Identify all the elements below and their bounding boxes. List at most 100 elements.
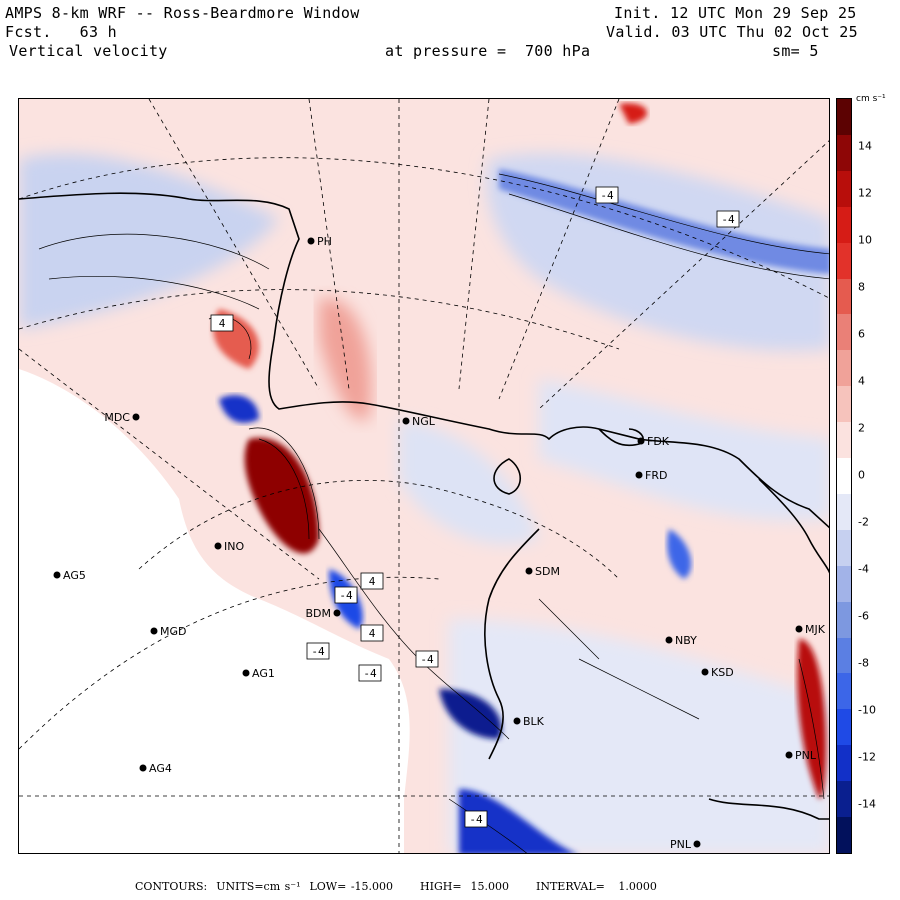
colorbar-swatch bbox=[837, 709, 851, 746]
colorbar-tick-label: -12 bbox=[858, 750, 876, 764]
colorbar-tick-label: 2 bbox=[858, 421, 865, 435]
station-marker bbox=[139, 764, 147, 772]
station-label: AG5 bbox=[63, 569, 86, 582]
station-marker bbox=[525, 567, 533, 575]
colorbar-tick-label: 14 bbox=[858, 139, 872, 153]
station-label: AG1 bbox=[252, 667, 275, 680]
station-marker bbox=[785, 751, 793, 759]
station-nby[interactable]: NBY bbox=[665, 634, 698, 647]
map-panel[interactable]: -4 -4 -4 -4 4 -4 -4 -4 4 4 PH MDC NGL FDK FRD INO AG5 SD… bbox=[18, 98, 830, 854]
station-ag1[interactable]: AG1 bbox=[242, 667, 275, 680]
station-marker bbox=[333, 609, 341, 617]
station-ino[interactable]: INO bbox=[214, 540, 245, 553]
station-label: BDM bbox=[305, 607, 331, 620]
contour-label: 4 bbox=[219, 317, 226, 330]
colorbar-tick-label: 10 bbox=[858, 233, 872, 247]
colorbar-swatch bbox=[837, 673, 851, 710]
contour-label: 4 bbox=[369, 627, 376, 640]
station-marker bbox=[132, 413, 140, 421]
station-mgd[interactable]: MGD bbox=[150, 625, 187, 638]
colorbar-tick-label: -2 bbox=[858, 515, 869, 529]
station-label: FRD bbox=[645, 469, 667, 482]
colorbar-tick-label: 12 bbox=[858, 186, 872, 200]
positive-region bbox=[319, 298, 372, 421]
station-marker bbox=[693, 840, 701, 848]
station-ag5[interactable]: AG5 bbox=[53, 569, 86, 582]
negative-region bbox=[399, 419, 539, 545]
graticule bbox=[19, 99, 829, 853]
contour-label: -4 bbox=[721, 213, 735, 226]
contour-label: -4 bbox=[339, 589, 353, 602]
station-marker bbox=[701, 668, 709, 676]
contour-label: -4 bbox=[363, 667, 377, 680]
station-marker bbox=[637, 437, 645, 445]
coastline bbox=[19, 192, 829, 820]
station-label: NGL bbox=[412, 415, 436, 428]
station-sdm[interactable]: SDM bbox=[525, 565, 560, 578]
colorbar-swatch bbox=[837, 350, 851, 387]
colorbar-tick-label: 4 bbox=[858, 374, 865, 388]
colorbar-swatch bbox=[837, 386, 851, 423]
station-label: MJK bbox=[805, 623, 826, 636]
station-marker bbox=[795, 625, 803, 633]
station-pnl[interactable]: PNL bbox=[670, 838, 701, 851]
contour-label: -4 bbox=[420, 653, 434, 666]
station-marker bbox=[214, 542, 222, 550]
station-marker bbox=[513, 717, 521, 725]
negative-region bbox=[539, 379, 829, 521]
station-bdm[interactable]: BDM bbox=[305, 607, 341, 620]
no-data-area bbox=[19, 369, 410, 853]
colorbar-swatch bbox=[837, 99, 851, 136]
field-name: Vertical velocity bbox=[9, 42, 168, 60]
station-blk[interactable]: BLK bbox=[513, 715, 545, 728]
station-ag4[interactable]: AG4 bbox=[139, 762, 172, 775]
station-ngl[interactable]: NGL bbox=[402, 415, 436, 428]
station-label: FDK bbox=[647, 435, 670, 448]
colorbar-swatch bbox=[837, 458, 851, 495]
colorbar-units: cm s⁻¹ bbox=[856, 94, 886, 104]
contour-label: -4 bbox=[311, 645, 325, 658]
colorbar-swatch bbox=[837, 170, 851, 208]
station-fdk[interactable]: FDK bbox=[637, 435, 670, 448]
colorbar-swatch bbox=[837, 529, 851, 567]
colorbar-tick-label: 6 bbox=[858, 327, 865, 341]
station-label: AG4 bbox=[149, 762, 172, 775]
colorbar-swatch bbox=[837, 242, 851, 279]
contour-label: 4 bbox=[369, 575, 376, 588]
station-pnl[interactable]: PNL bbox=[785, 749, 817, 762]
contour-label: -4 bbox=[469, 813, 483, 826]
station-ksd[interactable]: KSD bbox=[701, 666, 734, 679]
colorbar-tick-label: -4 bbox=[858, 562, 869, 576]
station-label: MGD bbox=[160, 625, 187, 638]
station-ph[interactable]: PH bbox=[307, 235, 332, 248]
station-frd[interactable]: FRD bbox=[635, 469, 668, 482]
colorbar-tick-label: -14 bbox=[858, 797, 876, 811]
vertical-velocity-map: -4 -4 -4 -4 4 -4 -4 -4 4 4 PH MDC NGL FDK FRD INO AG5 SD… bbox=[19, 99, 829, 853]
station-label: NBY bbox=[675, 634, 697, 647]
valid-time: Valid. 03 UTC Thu 02 Oct 25 bbox=[606, 23, 858, 41]
colorbar-swatch bbox=[837, 817, 851, 854]
colorbar-swatch bbox=[837, 745, 851, 782]
station-marker bbox=[307, 237, 315, 245]
forecast-hour: Fcst. 63 h bbox=[5, 23, 117, 41]
positive-cell bbox=[619, 103, 648, 124]
contour-info: CONTOURS: UNITS=cm s⁻¹ LOW= -15.000 HIGH… bbox=[135, 880, 657, 893]
colorbar-swatch bbox=[837, 278, 851, 315]
station-label: KSD bbox=[711, 666, 734, 679]
pressure-level: at pressure = 700 hPa bbox=[385, 42, 591, 60]
plot-title: AMPS 8-km WRF -- Ross-Beardmore Window bbox=[5, 4, 360, 22]
station-label: SDM bbox=[535, 565, 560, 578]
negative-core bbox=[219, 395, 259, 423]
station-marker bbox=[635, 471, 643, 479]
colorbar-tick-label: -10 bbox=[858, 703, 876, 717]
station-marker bbox=[665, 636, 673, 644]
station-mjk[interactable]: MJK bbox=[795, 623, 826, 636]
colorbar bbox=[836, 98, 852, 854]
station-mdc[interactable]: MDC bbox=[104, 411, 140, 424]
negative-core bbox=[667, 529, 692, 579]
stations: PH MDC NGL FDK FRD INO AG5 SDM BDM MGD NBY MJK AG1 KS… bbox=[53, 235, 826, 851]
colorbar-swatch bbox=[837, 781, 851, 818]
negative-region bbox=[19, 153, 279, 329]
contour-label-texts: -4 -4 -4 -4 4 -4 -4 -4 4 4 bbox=[219, 189, 735, 826]
colorbar-swatch bbox=[837, 134, 851, 172]
